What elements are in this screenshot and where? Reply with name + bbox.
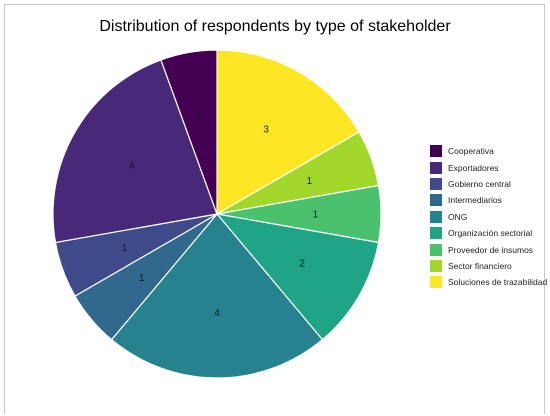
- legend-swatch: [430, 145, 442, 158]
- slice-value-label: 1: [307, 176, 313, 187]
- legend-label: Proveedor de insumos: [448, 244, 534, 255]
- legend-item: Sector financiero: [430, 258, 547, 274]
- pie-slice-cooperativa: [160, 49, 218, 215]
- legend-item: Gobierno central: [430, 176, 547, 192]
- pie-slice-exportadores: [52, 59, 218, 244]
- legend-item: Cooperativa: [430, 143, 547, 159]
- chart-legend: Cooperativa Exportadores Gobierno central I…: [430, 143, 547, 291]
- slice-value-label: 1: [197, 113, 203, 124]
- legend-swatch: [430, 259, 442, 272]
- slice-value-label: 1: [313, 210, 319, 221]
- legend-label: Organización sectorial: [448, 228, 533, 239]
- legend-swatch: [430, 227, 442, 240]
- pie-slice-organizaci-n-sectorial: [215, 213, 380, 341]
- legend-swatch: [430, 177, 442, 190]
- legend-label: Intermediarios: [448, 195, 502, 206]
- legend-swatch: [430, 243, 442, 256]
- pie-slice-soluciones-de-trazabilidad: [216, 49, 360, 216]
- slice-value-label: 2: [299, 259, 305, 270]
- pie-slice-ong: [110, 213, 324, 379]
- slice-value-label: 1: [139, 273, 145, 284]
- legend-item: Proveedor de insumos: [430, 241, 547, 257]
- legend-label: Gobierno central: [448, 178, 511, 189]
- slice-value-label: 4: [129, 160, 135, 171]
- legend-swatch: [430, 161, 442, 174]
- slice-value-label: 3: [263, 124, 269, 135]
- legend-label: ONG: [448, 211, 468, 222]
- legend-swatch: [430, 210, 442, 223]
- legend-item: Intermediarios: [430, 192, 547, 208]
- legend-label: Soluciones de trazabilidad: [448, 277, 548, 288]
- legend-label: Exportadores: [448, 162, 499, 173]
- legend-label: Sector financiero: [448, 260, 512, 271]
- legend-label: Cooperativa: [448, 146, 494, 157]
- legend-item: Organización sectorial: [430, 225, 547, 241]
- chart-title: Distribution of respondents by type of s…: [99, 18, 451, 35]
- slice-value-label: 1: [122, 243, 128, 254]
- legend-item: Soluciones de trazabilidad: [430, 274, 547, 290]
- legend-item: Exportadores: [430, 159, 547, 175]
- legend-swatch: [430, 194, 442, 207]
- slice-value-label: 4: [214, 308, 220, 319]
- legend-item: ONG: [430, 209, 547, 225]
- legend-swatch: [430, 276, 442, 289]
